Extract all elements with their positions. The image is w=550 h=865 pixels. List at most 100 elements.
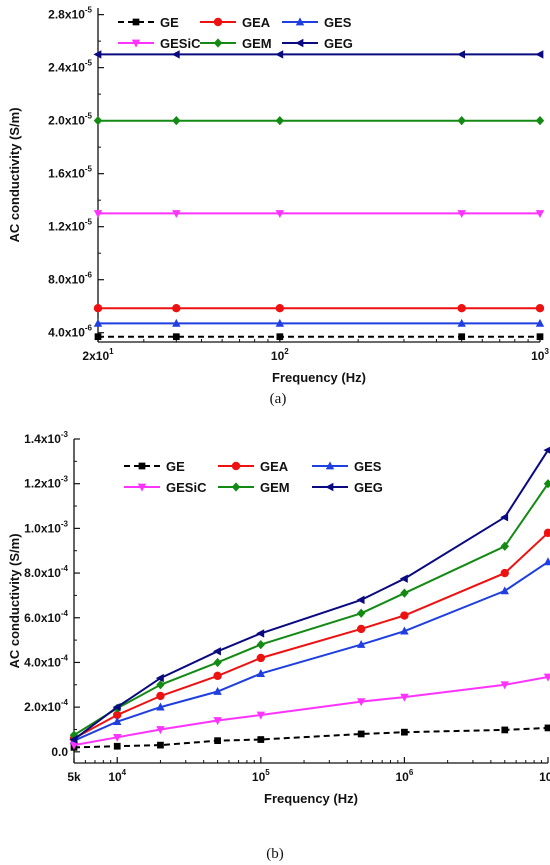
data-point: [457, 50, 466, 59]
data-point: [93, 50, 102, 59]
y-axis-label: AC conductivity (S/m): [7, 107, 22, 242]
data-point: [257, 736, 265, 743]
data-point: [213, 657, 222, 668]
data-point: [543, 479, 550, 489]
legend-label: GES: [354, 459, 382, 474]
legend-marker: [138, 462, 146, 470]
data-point: [156, 726, 165, 735]
data-point: [457, 116, 466, 126]
x-tick-label: 5k: [67, 770, 81, 784]
chart-panel-a: 4.0x10-6 8.0x10-6 1.2x10-5 1.6x10-5 2.0x10-5…: [7, 6, 549, 407]
y-tick-label: 1.6x10-5: [48, 165, 92, 181]
y-tick-label: 2.0x10-5: [48, 112, 92, 128]
data-point: [400, 611, 409, 620]
data-point: [172, 333, 180, 341]
data-point: [400, 693, 409, 702]
legend-marker: [231, 482, 241, 492]
x-tick-label: 2x101: [82, 347, 114, 363]
series-gem: [69, 479, 550, 740]
series-geg: [93, 50, 544, 59]
data-point: [213, 671, 222, 681]
data-point: [155, 673, 164, 683]
y-tick-label: 1.2x10-3: [24, 475, 68, 491]
data-point: [213, 686, 222, 695]
data-point: [93, 304, 103, 313]
data-point: [500, 568, 509, 578]
legend-item-gesic: GESiC: [124, 480, 207, 495]
data-point: [500, 586, 509, 595]
data-point: [69, 741, 79, 750]
data-point: [172, 116, 181, 126]
legend-label: GEG: [324, 36, 353, 51]
series-ges: [69, 557, 550, 745]
legend-label: GESiC: [160, 36, 201, 51]
y-tick-label: 2.4x10-5: [48, 59, 92, 75]
data-point: [400, 588, 409, 598]
legend-marker: [325, 482, 334, 492]
x-axis-label: Frequency (Hz): [272, 370, 366, 385]
data-point: [401, 728, 408, 736]
x-tick-label: 104: [108, 768, 126, 784]
data-point: [535, 210, 545, 219]
data-point: [113, 710, 122, 720]
data-point: [69, 735, 78, 744]
series-line: [73, 449, 549, 741]
data-point: [93, 318, 103, 327]
x-tick-label: 102: [271, 347, 289, 363]
y-tick-label: 2.8x10-5: [48, 6, 92, 22]
data-point: [275, 210, 285, 219]
data-point: [356, 595, 365, 605]
data-point: [457, 304, 466, 313]
data-point: [256, 653, 266, 663]
series-gem: [93, 116, 545, 126]
data-point: [457, 318, 466, 327]
data-point: [275, 116, 285, 126]
data-point: [212, 647, 221, 656]
legend-marker: [231, 461, 241, 471]
legend-marker: [295, 38, 304, 48]
data-point: [112, 702, 121, 712]
legend-item-geg: GEG: [282, 36, 353, 51]
x-tick-label: 107: [539, 768, 550, 784]
legend-marker: [325, 461, 335, 470]
data-point: [171, 50, 180, 59]
data-point: [256, 629, 265, 638]
legend-marker: [295, 17, 305, 26]
series-gesic: [93, 210, 545, 219]
legend-item-ges: GES: [282, 15, 352, 30]
series-line: [73, 483, 549, 736]
data-point: [172, 318, 181, 327]
data-point: [113, 717, 122, 726]
legend: GE GEA GES GESiC GEM GEG: [124, 459, 383, 495]
legend-item-gea: GEA: [218, 459, 289, 474]
data-point: [256, 711, 266, 720]
y-tick-label: 1.0x10-3: [24, 519, 68, 535]
data-point: [172, 304, 181, 313]
legend-item-gesic: GESiC: [118, 36, 201, 51]
legend-marker: [213, 38, 223, 48]
legend-item-ges: GES: [312, 459, 382, 474]
data-point: [543, 528, 550, 538]
panel-label: (b): [266, 846, 284, 862]
y-tick-label: 2.0x10-4: [24, 698, 68, 714]
y-tick-label: 4.0x10-4: [24, 653, 68, 669]
legend-item-gem: GEM: [200, 36, 272, 51]
data-point: [93, 210, 103, 219]
series-gea: [69, 528, 550, 743]
legend-marker: [132, 18, 140, 26]
data-point: [458, 333, 466, 341]
x-tick-label: 103: [531, 347, 549, 363]
x-axis-label: Frequency (Hz): [264, 791, 358, 806]
series-ges: [93, 318, 545, 327]
data-point: [356, 624, 366, 634]
data-point: [113, 742, 121, 750]
chart-panel-b: 0.0 2.0x10-4 4.0x10-4 6.0x10-4 8.0x10-4 1.0x1…: [7, 430, 550, 862]
y-tick-label: 8.0x10-4: [24, 564, 68, 580]
data-point: [256, 639, 266, 650]
data-point: [256, 669, 266, 677]
legend-label: GEA: [242, 15, 271, 30]
y-axis-label: AC conductivity (S/m): [7, 533, 22, 668]
legend-label: GESiC: [166, 480, 207, 495]
legend-label: GEM: [260, 480, 290, 495]
legend: GE GEA GES GESiC GEM GEG: [118, 15, 353, 51]
